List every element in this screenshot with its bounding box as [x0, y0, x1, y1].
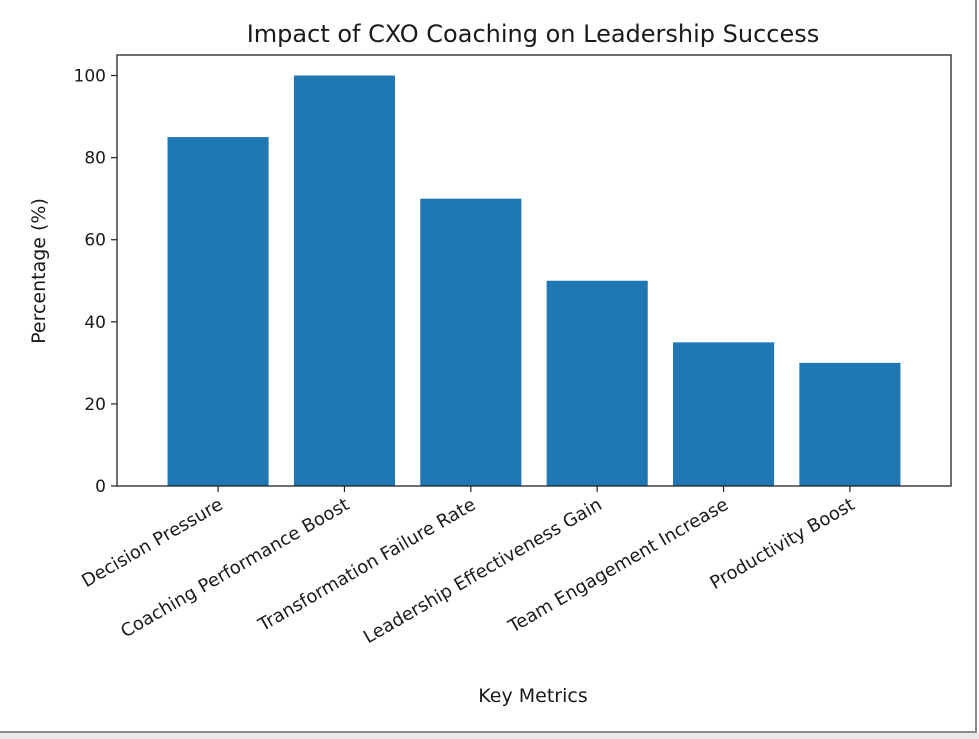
x-tick-label: Leadership Effectiveness Gain — [360, 494, 606, 648]
x-tick-label: Transformation Failure Rate — [254, 494, 479, 636]
bar — [167, 137, 269, 486]
y-tick-label: 0 — [95, 477, 106, 497]
y-tick-label: 100 — [74, 67, 106, 87]
bar — [799, 362, 901, 486]
x-tick-label: Coaching Performance Boost — [117, 494, 353, 642]
chart-title: Impact of CXO Coaching on Leadership Suc… — [247, 20, 820, 48]
y-axis: 0 20 40 60 80 100 — [74, 67, 117, 497]
x-tick-label: Team Engagement Increase — [504, 494, 732, 638]
bars-group — [167, 75, 901, 487]
window-bottom-edge — [0, 733, 979, 739]
y-tick-label: 20 — [84, 395, 106, 415]
bar — [420, 198, 522, 486]
bar — [293, 75, 395, 487]
y-tick-label: 60 — [84, 231, 106, 251]
bar — [546, 280, 648, 486]
bar — [673, 342, 775, 486]
plot-area-frame — [116, 54, 952, 487]
y-tick-label: 80 — [84, 149, 106, 169]
y-tick-label: 40 — [84, 313, 106, 333]
y-axis-label: Percentage (%) — [28, 198, 50, 344]
x-axis-label: Key Metrics — [478, 685, 587, 707]
